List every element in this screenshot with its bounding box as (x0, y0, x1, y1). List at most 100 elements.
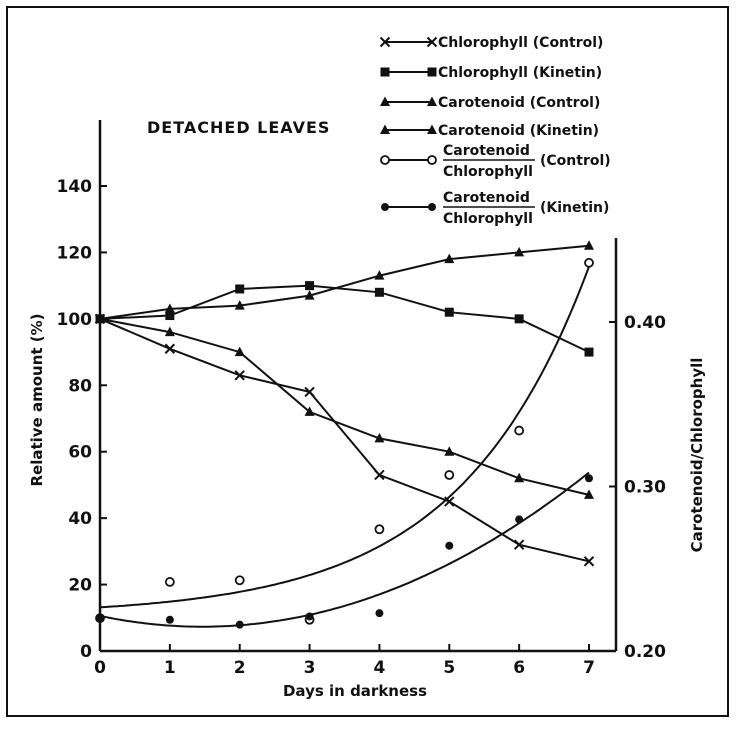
legend-label-suffix: (Kinetin) (540, 200, 609, 216)
data-point (235, 620, 244, 629)
data-point (165, 311, 175, 321)
legend-label: Chlorophyll (Control) (438, 35, 603, 51)
legend-label: Carotenoid (Control) (438, 95, 600, 111)
chart-title: DETACHED LEAVES (147, 118, 330, 137)
data-point (234, 346, 245, 357)
series-0 (94, 313, 595, 567)
data-point (164, 303, 175, 313)
data-point (513, 539, 525, 550)
legend-marker-start (379, 36, 391, 48)
data-point (305, 281, 315, 291)
x-tick-label: 4 (374, 658, 386, 678)
y-tick-label: 20 (68, 576, 92, 596)
legend-marker-end (427, 155, 437, 165)
legend-item: Carotenoid (Control) (380, 95, 600, 111)
series-line (99, 244, 590, 320)
data-point (444, 307, 454, 317)
series-line (99, 317, 590, 496)
data-point (304, 386, 315, 398)
data-point (165, 615, 174, 624)
legend-item: Carotenoid (Kinetin) (380, 123, 599, 139)
data-point (444, 253, 455, 264)
x-tick-label: 0 (94, 658, 106, 678)
y-tick-label: 80 (68, 376, 92, 396)
legend-marker-start (380, 155, 390, 165)
data-point (164, 577, 175, 587)
data-point (304, 290, 315, 300)
data-point (374, 287, 384, 297)
figure-frame (6, 6, 729, 717)
legend-label-suffix: (Control) (540, 153, 611, 169)
data-point (444, 446, 455, 456)
legend-marker-start (380, 96, 390, 106)
legend-marker-start (380, 124, 390, 134)
legend-item: Chlorophyll (Control) (379, 35, 603, 51)
y2-tick-label: 0.20 (624, 642, 666, 662)
data-point (584, 257, 594, 268)
data-point (374, 270, 385, 280)
data-point (164, 326, 175, 337)
legend-label: Chlorophyll (Kinetin) (438, 65, 602, 81)
y-tick-label: 40 (68, 509, 92, 529)
data-point (584, 489, 594, 499)
data-point (445, 541, 454, 550)
data-point (305, 612, 314, 621)
data-point (514, 472, 525, 483)
y-tick-label: 100 (57, 310, 93, 330)
y2-tick-label: 0.40 (624, 313, 666, 333)
x-tick-label: 7 (583, 658, 595, 678)
series-line (99, 317, 590, 563)
data-point (514, 425, 525, 436)
x-axis-label: Days in darkness (283, 682, 427, 700)
data-point (235, 284, 245, 294)
data-point (515, 515, 524, 524)
data-point (95, 313, 105, 323)
data-point (164, 343, 176, 354)
data-point (514, 314, 524, 324)
data-point (234, 300, 245, 310)
y-tick-label: 120 (57, 243, 93, 263)
data-point (585, 474, 593, 483)
legend-marker-start (381, 203, 389, 211)
legend-marker-end (427, 96, 437, 106)
legend-item: Carotenoid Chlorophyll (Kinetin) (381, 190, 609, 227)
x-tick-label: 3 (304, 658, 316, 678)
data-point (234, 370, 245, 381)
series-line (99, 284, 590, 354)
data-point (304, 406, 315, 416)
data-point (583, 556, 595, 567)
data-point (374, 432, 385, 443)
legend-label-numerator: Carotenoid (443, 143, 530, 159)
series-line (99, 471, 590, 628)
data-point (584, 240, 594, 250)
y-tick-label: 60 (68, 443, 92, 463)
legend-marker-end (426, 36, 438, 48)
legend: Chlorophyll (Control) Chlorophyll (Kineti… (379, 35, 611, 227)
x-tick-label: 1 (164, 658, 176, 678)
legend-marker-end (427, 124, 437, 134)
legend-item: Chlorophyll (Kinetin) (380, 65, 602, 81)
data-point (375, 609, 384, 618)
legend-label-denominator: Chlorophyll (443, 211, 533, 227)
y2-tick-label: 0.30 (624, 478, 666, 498)
data-point (374, 524, 385, 535)
series-3 (95, 240, 594, 323)
data-point (584, 347, 594, 357)
legend-label: Carotenoid (Kinetin) (438, 123, 599, 139)
axis-ticks: 0 1 2 3 4 5 6 7 0 20 40 60 80 100 120 140 0.20 0.30 0.40 (57, 177, 667, 678)
x-tick-label: 5 (443, 658, 455, 678)
x-tick-label: 2 (234, 658, 246, 678)
y2-axis-label: Carotenoid/Chlorophyll (688, 358, 706, 553)
data-point (234, 575, 245, 586)
y-tick-label: 140 (57, 177, 93, 197)
series-5 (96, 471, 593, 629)
data-point (444, 470, 455, 480)
series-line (99, 266, 590, 609)
data-point (374, 469, 385, 481)
data-point (514, 246, 525, 257)
data-point (96, 614, 104, 623)
y-axis-label: Relative amount (%) (28, 313, 46, 486)
legend-marker-start (380, 67, 390, 77)
legend-marker-end (428, 203, 436, 211)
